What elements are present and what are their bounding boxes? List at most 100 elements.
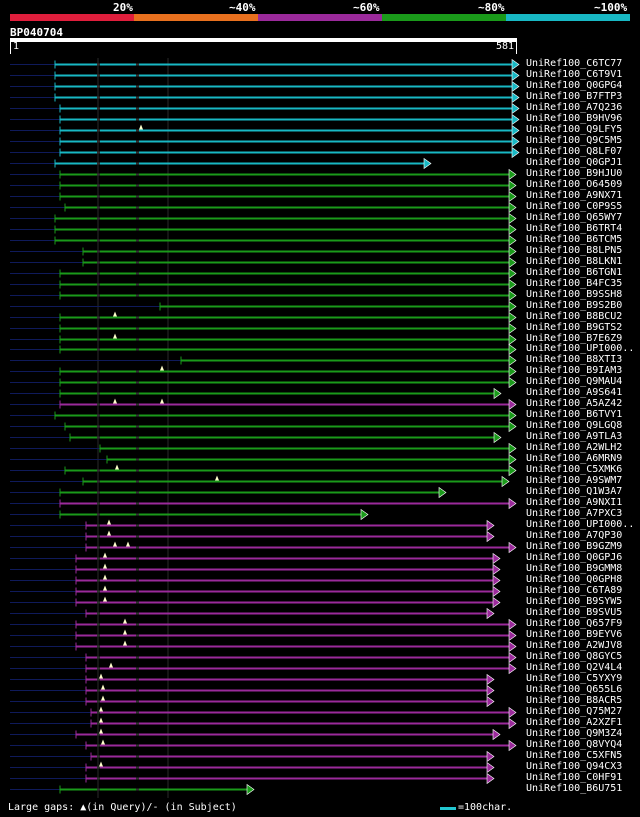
hit-label-link[interactable]: UniRef100_Q657F9: [526, 618, 623, 629]
hit-arrow-head: [486, 530, 495, 543]
legend-color-segment: [134, 14, 258, 21]
query-gap-marker: [101, 695, 105, 701]
hit-label-link[interactable]: UniRef100_Q0GPJ6: [526, 552, 623, 563]
hit-label-link[interactable]: UniRef100_A7Q236: [526, 102, 623, 113]
hit-arrow-head: [508, 497, 517, 510]
hit-label-link[interactable]: UniRef100_Q0GPG4: [526, 80, 623, 91]
hit-label-link[interactable]: UniRef100_B6TRT4: [526, 223, 623, 234]
hit-label-link[interactable]: UniRef100_Q0GPJ1: [526, 157, 623, 168]
query-gap-marker: [113, 398, 117, 404]
hit-label-link[interactable]: UniRef100_Q8GYC5: [526, 651, 623, 662]
hit-label-link[interactable]: UniRef100_B9GZM9: [526, 541, 623, 552]
hit-arrow-head: [511, 58, 520, 71]
hit-arrow-head: [508, 453, 517, 466]
hit-label-link[interactable]: UniRef100_A9NXI1: [526, 497, 623, 508]
query-gap-marker: [123, 640, 127, 646]
hit-label-link[interactable]: UniRef100_A9S641: [526, 387, 623, 398]
hit-label-link[interactable]: UniRef100_C0HF91: [526, 772, 623, 783]
hit-arrow-head: [486, 772, 495, 785]
hit-label-link[interactable]: UniRef100_A9SWM7: [526, 475, 623, 486]
hit-label-link[interactable]: UniRef100_C5YXY9: [526, 673, 623, 684]
hit-label-link[interactable]: UniRef100_Q65WY7: [526, 212, 623, 223]
hit-label-link[interactable]: UniRef100_Q655L6: [526, 684, 623, 695]
hit-label-link[interactable]: UniRef100_Q94CX3: [526, 761, 623, 772]
hit-label-link[interactable]: UniRef100_B9EYV6: [526, 629, 623, 640]
hit-label-link[interactable]: UniRef100_C6TC77: [526, 58, 623, 69]
hit-label-link[interactable]: UniRef100_B9SVU5: [526, 607, 623, 618]
hit-label-link[interactable]: UniRef100_A9NX71: [526, 190, 623, 201]
hit-arrow-head: [508, 256, 517, 269]
hit-label-link[interactable]: UniRef100_A2XZF1: [526, 717, 623, 728]
hit-arrow-head: [508, 464, 517, 477]
hit-label-link[interactable]: UniRef100_B8ACR5: [526, 695, 623, 706]
hit-label-link[interactable]: UniRef100_B9HJU0: [526, 168, 623, 179]
hit-label-link[interactable]: UniRef100_Q9LGQ8: [526, 420, 623, 431]
hit-label-link[interactable]: UniRef100_A6MRN9: [526, 453, 623, 464]
hit-label-link[interactable]: UniRef100_UPI000..: [526, 519, 635, 530]
hit-label-link[interactable]: UniRef100_C6TA89: [526, 585, 623, 596]
hit-label-link[interactable]: UniRef100_Q8VYQ4: [526, 739, 623, 750]
hit-label-link[interactable]: UniRef100_Q9MAU4: [526, 376, 623, 387]
hit-arrow-head: [493, 387, 502, 400]
query-gap-marker: [99, 706, 103, 712]
hit-label-link[interactable]: UniRef100_Q75M27: [526, 706, 623, 717]
hit-arrow-head: [508, 618, 517, 631]
hit-label-link[interactable]: UniRef100_Q8LF07: [526, 146, 623, 157]
query-gap-marker: [113, 541, 117, 547]
hit-label-link[interactable]: UniRef100_B9SYW5: [526, 596, 623, 607]
hit-label-link[interactable]: UniRef100_A2WLH2: [526, 442, 623, 453]
hit-label-link[interactable]: UniRef100_B8LPN5: [526, 245, 623, 256]
hit-arrow-head: [501, 475, 510, 488]
hit-arrow-head: [508, 190, 517, 203]
hit-label-link[interactable]: UniRef100_B6TGN1: [526, 267, 623, 278]
query-gap-marker: [103, 563, 107, 569]
hit-label-link[interactable]: UniRef100_B9IAM3: [526, 365, 623, 376]
hit-arrow-head: [508, 289, 517, 302]
hit-label-link[interactable]: UniRef100_O64509: [526, 179, 623, 190]
hit-arrow-head: [508, 706, 517, 719]
hit-label-link[interactable]: UniRef100_C5XFN5: [526, 750, 623, 761]
hit-label-link[interactable]: UniRef100_Q9C5M5: [526, 135, 623, 146]
hit-label-link[interactable]: UniRef100_C6T9V1: [526, 69, 623, 80]
hit-label-link[interactable]: UniRef100_B6TCM5: [526, 234, 623, 245]
hit-label-link[interactable]: UniRef100_B9GMM8: [526, 563, 623, 574]
hit-label-link[interactable]: UniRef100_UPI000..: [526, 343, 635, 354]
hit-label-link[interactable]: UniRef100_B7E6Z9: [526, 333, 623, 344]
query-gap-marker: [99, 761, 103, 767]
hit-label-link[interactable]: UniRef100_A7QP30: [526, 530, 623, 541]
hit-label-link[interactable]: UniRef100_A2WJV8: [526, 640, 623, 651]
hit-label-link[interactable]: UniRef100_B6U751: [526, 783, 623, 794]
hit-arrow-head: [508, 267, 517, 280]
hit-label-link[interactable]: UniRef100_B9HV96: [526, 113, 623, 124]
hit-arrow-head: [508, 717, 517, 730]
hit-label-link[interactable]: UniRef100_B9GTS2: [526, 322, 623, 333]
hit-label-link[interactable]: UniRef100_B8XTI3: [526, 354, 623, 365]
query-gap-marker: [103, 585, 107, 591]
hit-arrow-head: [508, 651, 517, 664]
hit-label-link[interactable]: UniRef100_B8BCU2: [526, 311, 623, 322]
query-end: 581: [496, 41, 515, 52]
hit-label-link[interactable]: UniRef100_Q2V4L4: [526, 662, 623, 673]
query-gap-marker: [101, 684, 105, 690]
hit-label-link[interactable]: UniRef100_Q0GPH8: [526, 574, 623, 585]
hit-label-link[interactable]: UniRef100_A5AZ42: [526, 398, 623, 409]
hit-label-link[interactable]: UniRef100_Q1W3A7: [526, 486, 623, 497]
hit-arrow-head: [492, 728, 501, 741]
hit-label-link[interactable]: UniRef100_A9TLA3: [526, 431, 623, 442]
hit-label-link[interactable]: UniRef100_B7FTP3: [526, 91, 623, 102]
hit-label-link[interactable]: UniRef100_Q9M3Z4: [526, 728, 623, 739]
hit-label-link[interactable]: UniRef100_B8LKN1: [526, 256, 623, 267]
hit-label-link[interactable]: UniRef100_B6TVY1: [526, 409, 623, 420]
hit-arrow-head: [511, 124, 520, 137]
query-gap-marker: [113, 333, 117, 339]
hit-label-link[interactable]: UniRef100_B9S2B0: [526, 300, 623, 311]
hit-label-link[interactable]: UniRef100_B9SSH8: [526, 289, 623, 300]
hit-label-link[interactable]: UniRef100_Q9LFY5: [526, 124, 623, 135]
hit-label-link[interactable]: UniRef100_B4FC35: [526, 278, 623, 289]
hit-label-link[interactable]: UniRef100_C0P9S5: [526, 201, 623, 212]
hit-arrow-head: [511, 80, 520, 93]
hit-label-link[interactable]: UniRef100_A7PXC3: [526, 508, 623, 519]
hit-arrow-head: [511, 91, 520, 104]
hit-arrow-head: [492, 596, 501, 609]
hit-label-link[interactable]: UniRef100_C5XMK6: [526, 464, 623, 475]
